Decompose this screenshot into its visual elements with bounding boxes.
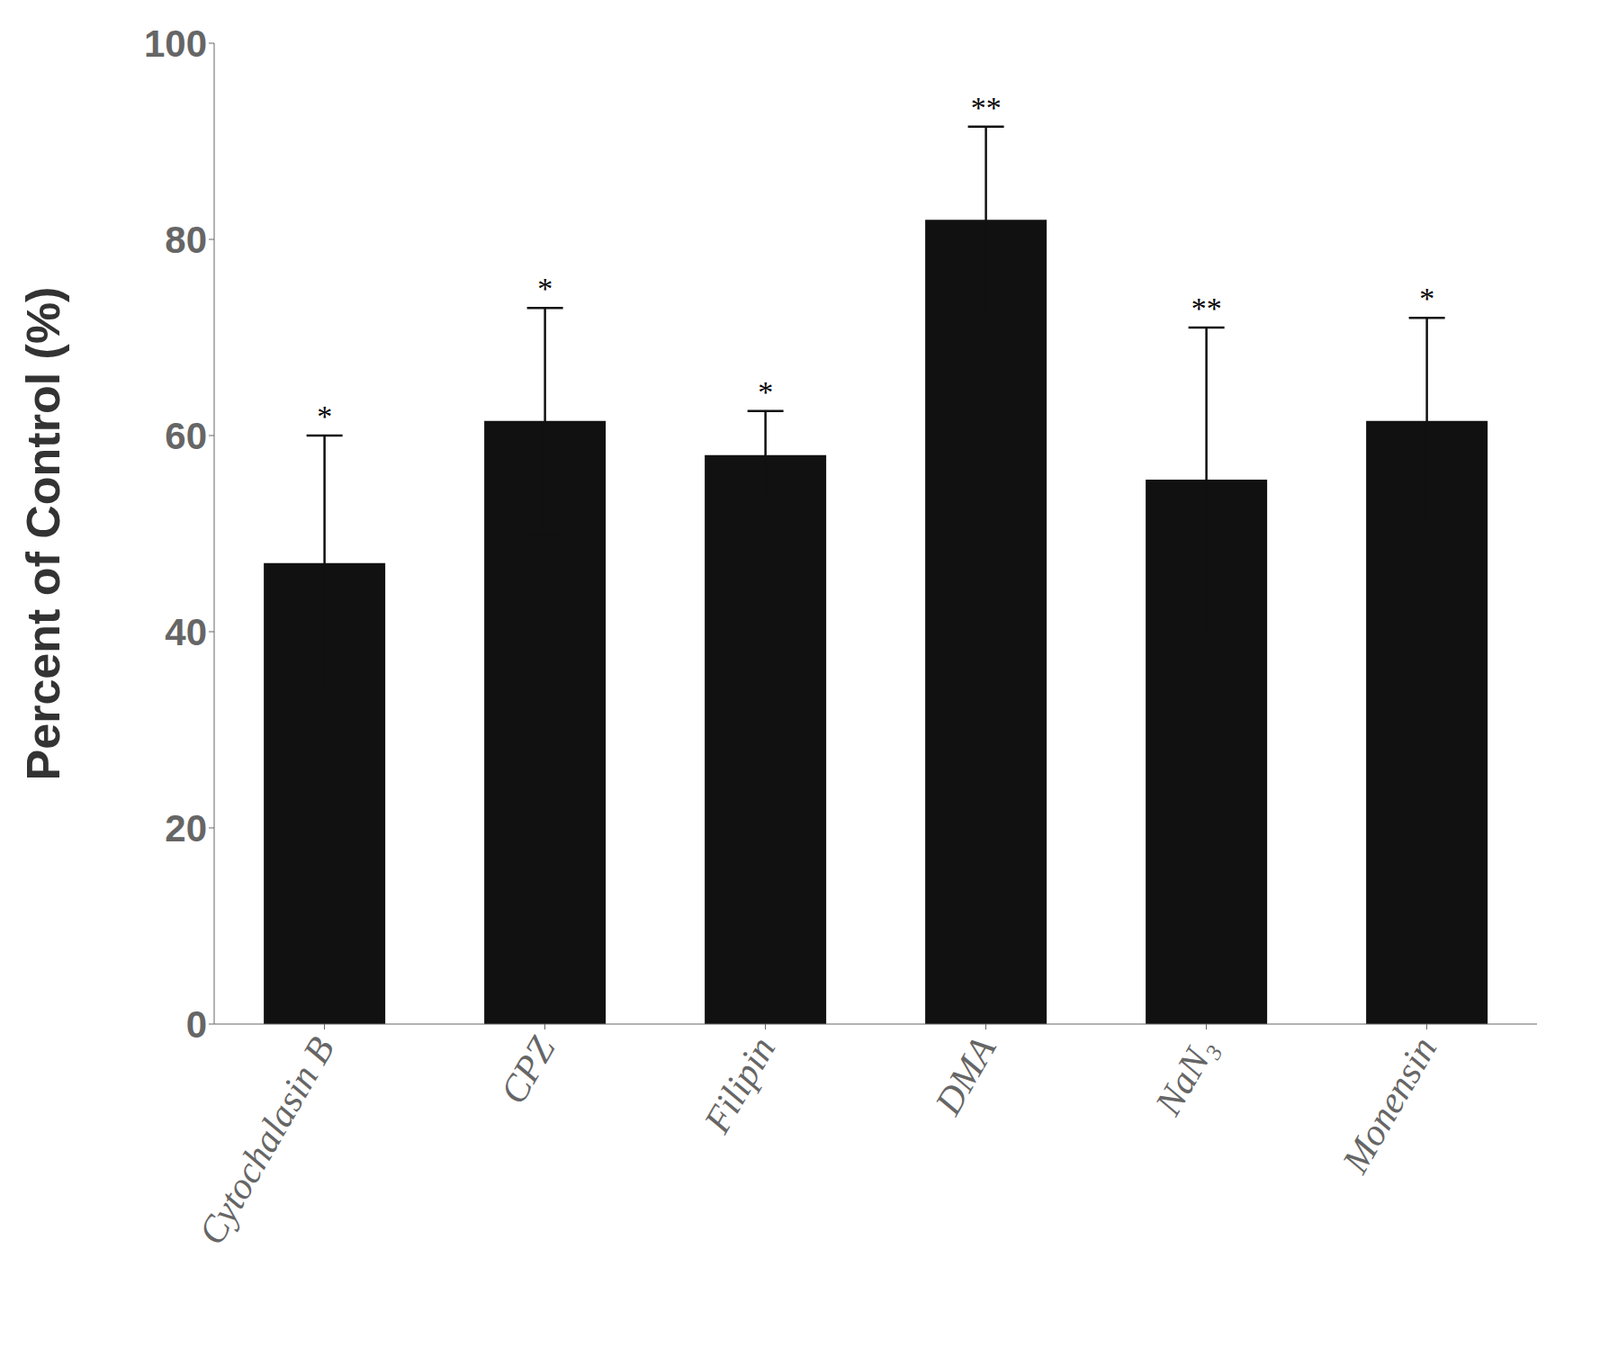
svg-text:*: * [757, 375, 774, 409]
svg-text:40: 40 [164, 611, 207, 654]
svg-text:NaN₃: NaN₃ [1146, 1030, 1224, 1124]
svg-text:CPZ: CPZ [492, 1029, 564, 1111]
svg-text:60: 60 [164, 414, 207, 458]
svg-text:Percent of Control (%): Percent of Control (%) [17, 287, 70, 782]
svg-text:80: 80 [164, 218, 207, 261]
svg-text:*: * [537, 271, 553, 306]
svg-text:Monensin: Monensin [1333, 1030, 1445, 1181]
svg-text:100: 100 [143, 22, 207, 65]
svg-text:*: * [316, 399, 333, 433]
svg-text:0: 0 [186, 1003, 207, 1046]
svg-text:*: * [1419, 281, 1435, 315]
svg-text:**: ** [970, 90, 1002, 125]
svg-text:Cytochalasin B: Cytochalasin B [190, 1030, 343, 1252]
svg-text:20: 20 [164, 807, 207, 850]
svg-text:**: ** [1191, 291, 1223, 325]
svg-text:DMA: DMA [926, 1029, 1005, 1123]
svg-text:Filipin: Filipin [695, 1030, 784, 1142]
